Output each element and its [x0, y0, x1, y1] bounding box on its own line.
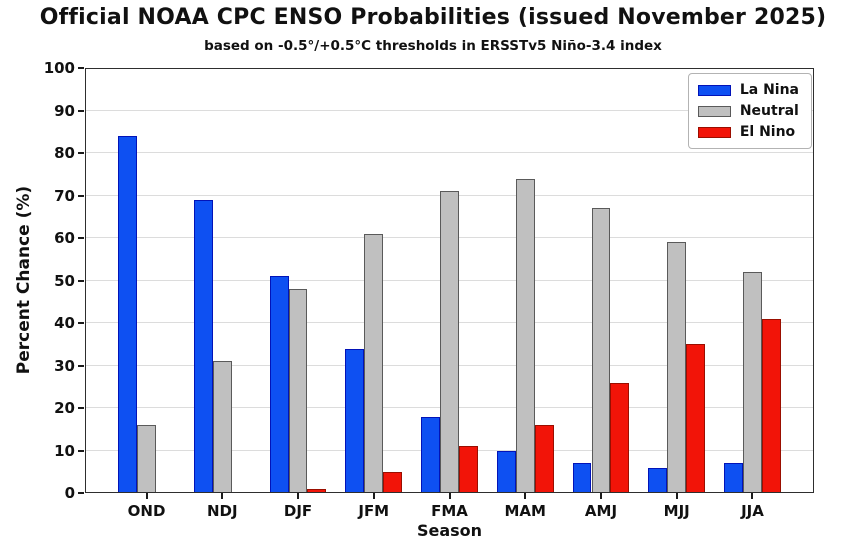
bar-la-nina-jfm	[345, 348, 365, 493]
x-tick-label-mjj: MJJ	[663, 502, 690, 520]
bar-el-nino-djf	[307, 488, 327, 493]
legend-item-la-nina: La Nina	[697, 82, 799, 98]
y-tick-label-30: 30	[54, 356, 75, 375]
bar-el-nino-mjj	[686, 344, 706, 493]
x-tick-label-mam: MAM	[504, 502, 546, 520]
y-tick-mark-40	[78, 322, 84, 324]
bar-la-nina-fma	[421, 416, 441, 493]
plot-area: La Nina Neutral El Nino	[85, 68, 814, 493]
bar-neutral-amj	[591, 208, 611, 493]
x-tick-label-ndj: NDJ	[206, 502, 238, 520]
y-tick-label-90: 90	[54, 101, 75, 120]
x-tick-mark-amj	[599, 493, 602, 499]
bar-neutral-jja	[742, 272, 762, 493]
gridline-80	[85, 152, 814, 153]
bar-neutral-mjj	[667, 242, 687, 493]
x-tick-mark-ndj	[221, 493, 224, 499]
y-tick-label-10: 10	[54, 441, 75, 460]
y-tick-mark-70	[78, 194, 84, 197]
bar-neutral-ndj	[212, 361, 232, 493]
bar-la-nina-ond	[118, 136, 138, 493]
legend-swatch-neutral	[697, 105, 731, 117]
chart-subtitle: based on -0.5°/+0.5°C thresholds in ERSS…	[204, 38, 662, 54]
bar-neutral-jfm	[364, 233, 384, 493]
x-tick-label-jfm: JFM	[358, 502, 390, 520]
x-tick-label-jja: JJA	[741, 502, 764, 520]
bar-el-nino-amj	[610, 382, 630, 493]
x-tick-mark-mjj	[675, 493, 678, 499]
chart-title: Official NOAA CPC ENSO Probabilities (is…	[39, 5, 827, 30]
legend-label-neutral: Neutral	[739, 103, 799, 119]
legend-label-la-nina: La Nina	[739, 82, 799, 98]
bar-la-nina-mam	[496, 450, 516, 493]
y-tick-mark-80	[78, 152, 84, 154]
y-tick-mark-30	[78, 364, 84, 367]
gridline-90	[85, 109, 814, 111]
legend-swatch-el-nino	[697, 126, 731, 138]
legend-swatch-la-nina	[697, 84, 731, 96]
x-tick-mark-jja	[751, 493, 754, 499]
x-tick-label-fma: FMA	[431, 502, 468, 520]
y-tick-mark-10	[78, 449, 84, 452]
bar-neutral-djf	[288, 289, 308, 493]
y-tick-mark-20	[78, 407, 84, 409]
x-tick-mark-ond	[145, 493, 148, 499]
bar-la-nina-djf	[269, 276, 289, 493]
bar-la-nina-mjj	[648, 467, 668, 493]
bar-el-nino-fma	[458, 446, 478, 493]
bar-la-nina-amj	[572, 463, 592, 493]
y-tick-label-20: 20	[54, 399, 75, 417]
x-tick-mark-djf	[297, 493, 300, 499]
legend-item-neutral: Neutral	[697, 103, 799, 119]
legend-label-el-nino: El Nino	[739, 124, 796, 140]
y-tick-label-100: 100	[43, 59, 75, 77]
bar-la-nina-ndj	[193, 199, 213, 493]
bar-el-nino-jfm	[383, 471, 403, 493]
y-tick-label-70: 70	[54, 186, 75, 205]
x-tick-label-ond: OND	[127, 502, 166, 520]
y-tick-label-80: 80	[54, 144, 75, 162]
bar-la-nina-jja	[724, 463, 743, 493]
x-tick-mark-mam	[524, 493, 527, 499]
x-axis-label: Season	[416, 521, 483, 540]
legend-item-el-nino: El Nino	[697, 124, 799, 140]
y-tick-label-50: 50	[54, 271, 75, 290]
x-tick-mark-jfm	[372, 493, 375, 499]
bar-neutral-mam	[515, 178, 535, 493]
y-tick-label-60: 60	[54, 229, 75, 247]
y-axis-label: Percent Chance (%)	[14, 185, 34, 375]
y-tick-mark-100	[78, 67, 84, 69]
x-tick-mark-fma	[448, 493, 451, 499]
x-tick-label-amj: AMJ	[584, 502, 618, 520]
legend: La Nina Neutral El Nino	[687, 73, 812, 149]
y-tick-label-40: 40	[54, 314, 75, 332]
bar-neutral-ond	[137, 425, 156, 493]
bar-el-nino-mam	[534, 425, 554, 493]
y-tick-mark-0	[78, 492, 84, 494]
y-tick-label-0: 0	[64, 484, 75, 502]
y-tick-mark-60	[78, 237, 84, 239]
x-tick-label-djf: DJF	[283, 502, 313, 520]
y-tick-mark-90	[78, 109, 84, 112]
bar-el-nino-jja	[761, 318, 781, 493]
bar-neutral-fma	[440, 191, 459, 493]
y-tick-mark-50	[78, 279, 84, 282]
